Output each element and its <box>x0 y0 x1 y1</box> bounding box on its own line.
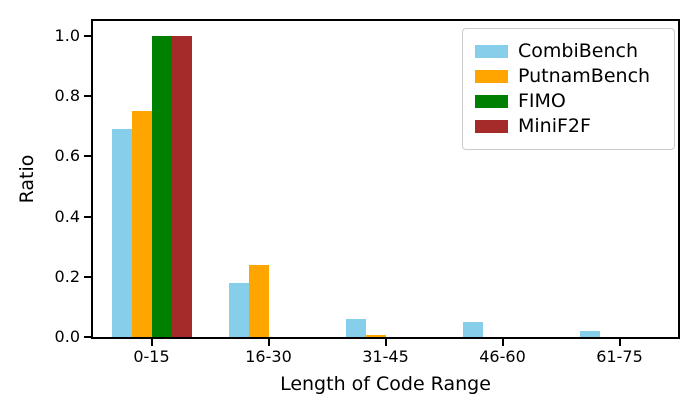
x-axis-label: Length of Code Range <box>280 373 491 395</box>
x-tick-mark <box>618 339 621 346</box>
legend-item-CombiBench: CombiBench <box>475 39 662 64</box>
y-tick-label: 1.0 <box>54 26 80 46</box>
bar-PutnamBench-31-45 <box>365 335 386 337</box>
x-tick-mark <box>384 339 387 346</box>
y-tick-mark <box>84 275 91 278</box>
legend-swatch-icon <box>475 45 508 58</box>
legend-label: PutnamBench <box>518 65 651 87</box>
x-tick-mark <box>267 339 270 346</box>
legend-label: MiniF2F <box>518 115 591 137</box>
y-tick-mark <box>84 215 91 218</box>
bar-PutnamBench-16-30 <box>248 264 269 337</box>
bar-MiniF2F-0-15 <box>171 36 192 337</box>
y-axis-label: Ratio <box>16 154 38 204</box>
y-tick-label: 0.2 <box>54 266 80 286</box>
x-tick-label: 61-75 <box>596 347 643 366</box>
legend-item-PutnamBench: PutnamBench <box>475 64 662 89</box>
legend-swatch-icon <box>475 95 508 108</box>
bar-PutnamBench-0-15 <box>131 111 152 337</box>
y-tick-mark <box>84 155 91 158</box>
y-tick-label: 0.6 <box>54 146 80 166</box>
x-tick-label: 0-15 <box>133 347 170 366</box>
legend-label: FIMO <box>518 90 566 112</box>
legend-item-MiniF2F: MiniF2F <box>475 114 662 139</box>
bar-CombiBench-0-15 <box>111 129 132 337</box>
bar-CombiBench-31-45 <box>345 318 366 337</box>
y-tick-mark <box>84 35 91 38</box>
y-tick-label: 0.8 <box>54 86 80 106</box>
x-tick-label: 31-45 <box>362 347 409 366</box>
bar-CombiBench-61-75 <box>579 330 600 337</box>
y-tick-label: 0.0 <box>54 327 80 346</box>
legend-label: CombiBench <box>518 40 638 62</box>
legend: CombiBench PutnamBench FIMO MiniF2F <box>462 28 675 150</box>
x-tick-mark <box>501 339 504 346</box>
bar-CombiBench-16-30 <box>228 282 249 337</box>
legend-item-FIMO: FIMO <box>475 89 662 114</box>
legend-swatch-icon <box>475 70 508 83</box>
x-tick-label: 46-60 <box>479 347 526 366</box>
bar-CombiBench-46-60 <box>462 321 483 337</box>
bar-FIMO-0-15 <box>151 36 172 337</box>
y-tick-mark <box>84 95 91 98</box>
x-tick-mark <box>150 339 153 346</box>
y-tick-label: 0.4 <box>54 206 80 226</box>
x-tick-label: 16-30 <box>245 347 292 366</box>
y-tick-mark <box>84 336 91 338</box>
legend-swatch-icon <box>475 120 508 133</box>
